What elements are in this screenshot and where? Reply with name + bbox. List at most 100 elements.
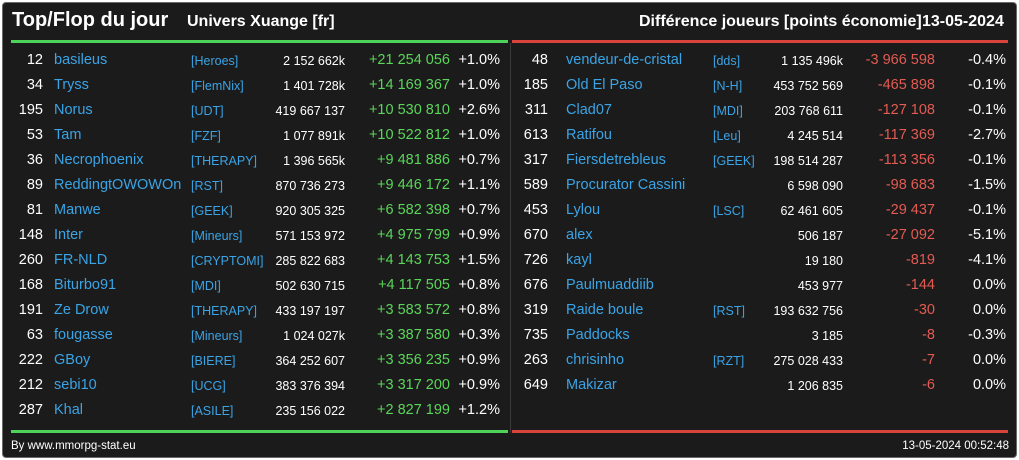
points-difference: +21 254 056 [368, 52, 450, 68]
player-points: 1 077 891k [283, 129, 345, 143]
alliance-link[interactable]: [Leu] [713, 129, 741, 143]
alliance-link[interactable]: [LSC] [713, 204, 745, 218]
points-difference: +9 481 886 [377, 152, 450, 168]
top-row: 81 Manwe [GEEK] 920 305 325 +6 582 398 +0.7% [3, 198, 510, 223]
player-name-link[interactable]: sebi10 [54, 377, 97, 393]
player-name-link[interactable]: FR-NLD [54, 252, 108, 268]
flop-row: 670 alex 506 187 -27 092 -5.1% [512, 223, 1016, 248]
points-difference: +4 117 505 [378, 277, 450, 293]
alliance-link[interactable]: [BIERE] [191, 354, 236, 368]
points-difference: +4 143 753 [377, 252, 450, 268]
player-name-link[interactable]: basileus [54, 52, 108, 68]
percent-change: +0.9% [458, 352, 500, 368]
player-name-link[interactable]: GBoy [54, 352, 91, 368]
player-name-link[interactable]: Ratifou [566, 127, 612, 143]
player-rank: 168 [18, 277, 43, 293]
top-row: 212 sebi10 [UCG] 383 376 394 +3 317 200 +0.9% [3, 373, 510, 398]
player-rank: 311 [524, 102, 548, 118]
top-row: 53 Tam [FZF] 1 077 891k +10 522 812 +1.0% [3, 123, 510, 148]
alliance-link[interactable]: [FZF] [191, 129, 221, 143]
alliance-link[interactable]: [GEEK] [191, 204, 233, 218]
points-difference: +4 975 799 [377, 227, 450, 243]
flop-row: 726 kayl 19 180 -819 -4.1% [512, 248, 1016, 273]
player-name-link[interactable]: alex [566, 227, 593, 243]
points-difference: -3 966 598 [865, 52, 935, 68]
player-rank: 63 [26, 327, 43, 343]
player-name-link[interactable]: kayl [566, 252, 592, 268]
top-row: 89 ReddingtOWOWOn [RST] 870 736 273 +9 446 1… [3, 173, 510, 198]
player-name-link[interactable]: Necrophoenix [54, 152, 144, 168]
points-difference: +3 317 200 [377, 377, 450, 393]
alliance-link[interactable]: [Mineurs] [191, 329, 243, 343]
percent-change: -0.3% [968, 327, 1006, 343]
player-name-link[interactable]: Khal [54, 402, 84, 418]
player-name-link[interactable]: Fiersdetrebleus [566, 152, 666, 168]
player-name-link[interactable]: Lylou [566, 202, 601, 218]
alliance-link[interactable]: [CRYPTOMI] [191, 254, 264, 268]
alliance-link[interactable]: [RST] [191, 179, 223, 193]
player-points: 203 768 611 [774, 104, 843, 118]
player-name-link[interactable]: vendeur-de-cristal [566, 52, 683, 68]
player-name-link[interactable]: Inter [54, 227, 84, 243]
player-name-link[interactable]: Paddocks [566, 327, 630, 343]
alliance-link[interactable]: [RST] [713, 304, 745, 318]
percent-change: +1.0% [458, 52, 500, 68]
alliance-link[interactable]: [THERAPY] [191, 154, 257, 168]
alliance-link[interactable]: [dds] [713, 54, 741, 68]
player-name-link[interactable]: Procurator Cassini [566, 177, 686, 193]
top-list: 12 basileus [Heroes] 2 152 662k +21 254 056 +… [3, 48, 510, 428]
player-name-link[interactable]: chrisinho [566, 352, 625, 368]
report-date: 13-05-2024 [922, 13, 1004, 30]
player-name-link[interactable]: Old El Paso [566, 77, 643, 93]
top-bar [11, 40, 508, 43]
player-points: 198 514 287 [773, 154, 843, 168]
alliance-link[interactable]: [Mineurs] [191, 229, 243, 243]
alliance-link[interactable]: [ASILE] [191, 404, 234, 418]
player-name-link[interactable]: Manwe [54, 202, 101, 218]
player-points: 1 024 027k [283, 329, 345, 343]
player-name-link[interactable]: Raide boule [566, 302, 644, 318]
alliance-link[interactable]: [RZT] [713, 354, 745, 368]
alliance-link[interactable]: [THERAPY] [191, 304, 257, 318]
alliance-link[interactable]: [UDT] [191, 104, 224, 118]
top-row: 12 basileus [Heroes] 2 152 662k +21 254 056 +… [3, 48, 510, 73]
points-difference: -819 [905, 252, 935, 268]
player-rank: 53 [26, 127, 43, 143]
player-name-link[interactable]: Norus [54, 102, 93, 118]
player-name-link[interactable]: Tam [54, 127, 82, 143]
player-rank: 34 [26, 77, 43, 93]
alliance-link[interactable]: [UCG] [191, 379, 226, 393]
percent-change: +0.7% [458, 202, 500, 218]
generated-timestamp: 13-05-2024 00:52:48 [902, 440, 1009, 452]
player-name-link[interactable]: Ze Drow [54, 302, 109, 318]
percent-change: -0.1% [968, 77, 1006, 93]
flop-list: 48 vendeur-de-cristal [dds] 1 135 496k -3 96… [512, 48, 1016, 428]
player-name-link[interactable]: Clad07 [566, 102, 612, 118]
points-difference: -465 898 [877, 77, 935, 93]
player-name-link[interactable]: ReddingtOWOWOn [54, 177, 182, 193]
top-row: 63 fougasse [Mineurs] 1 024 027k +3 387 580 +… [3, 323, 510, 348]
player-points: 433 197 197 [275, 304, 345, 318]
universe-label: Univers Xuange [fr] [187, 13, 335, 30]
alliance-link[interactable]: [Heroes] [191, 54, 239, 68]
player-name-link[interactable]: Makizar [566, 377, 617, 393]
points-difference: -8 [922, 327, 935, 343]
player-points: 19 180 [804, 254, 843, 268]
player-rank: 89 [26, 177, 43, 193]
player-name-link[interactable]: Tryss [54, 77, 89, 93]
player-rank: 735 [523, 327, 548, 343]
top-row: 36 Necrophoenix [THERAPY] 1 396 565k +9 481 … [3, 148, 510, 173]
alliance-link[interactable]: [MDI] [713, 104, 743, 118]
player-name-link[interactable]: Paulmuaddiib [566, 277, 654, 293]
player-points: 506 187 [797, 229, 843, 243]
player-name-link[interactable]: fougasse [54, 327, 113, 343]
alliance-link[interactable]: [MDI] [191, 279, 221, 293]
flop-row: 317 Fiersdetrebleus [GEEK] 198 514 287 -113 … [512, 148, 1016, 173]
alliance-link[interactable]: [GEEK] [713, 154, 755, 168]
percent-change: -4.1% [968, 252, 1006, 268]
player-rank: 36 [26, 152, 43, 168]
alliance-link[interactable]: [FlemNix] [191, 79, 244, 93]
player-rank: 263 [523, 352, 548, 368]
player-name-link[interactable]: Biturbo91 [54, 277, 117, 293]
alliance-link[interactable]: [N-H] [713, 79, 743, 93]
